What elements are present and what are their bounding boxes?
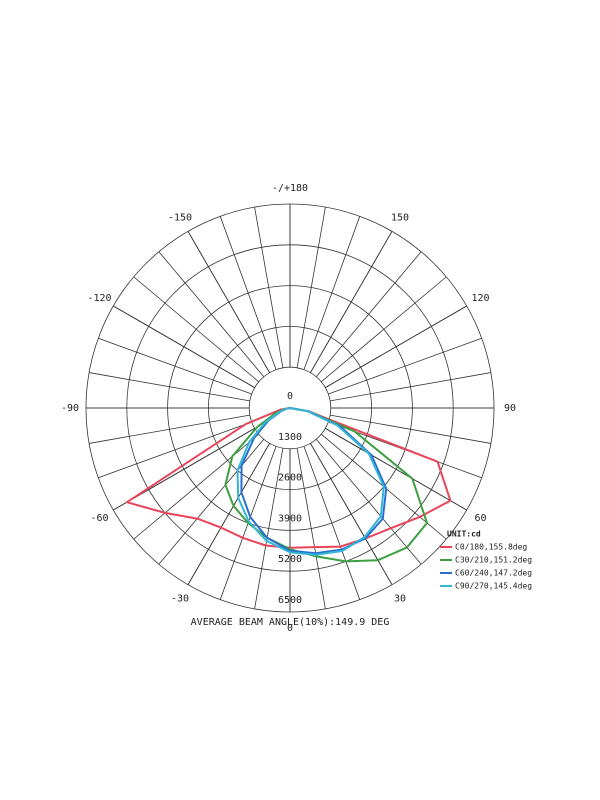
angle-tick-label: -90 bbox=[61, 403, 79, 414]
angle-grid-line bbox=[187, 443, 270, 585]
r-tick-label: 1300 bbox=[278, 432, 302, 443]
angle-grid-line bbox=[113, 305, 255, 388]
angle-tick-label: -/+180 bbox=[272, 183, 308, 194]
angle-grid-line bbox=[310, 443, 393, 585]
angle-grid-line bbox=[325, 428, 467, 511]
angle-tick-label: 60 bbox=[475, 513, 487, 524]
legend-label: C60/240,147.2deg bbox=[455, 569, 532, 578]
angle-tick-label: -120 bbox=[87, 293, 111, 304]
caption: AVERAGE BEAM ANGLE(10%):149.9 DEG bbox=[191, 617, 390, 628]
angle-tick-label: 30 bbox=[394, 594, 406, 605]
legend-label: C90/270,145.4deg bbox=[455, 582, 532, 591]
legend-title: UNIT:cd bbox=[447, 530, 481, 539]
angle-grid-line bbox=[187, 231, 270, 373]
r-tick-label: 0 bbox=[287, 391, 293, 402]
angle-tick-label: 150 bbox=[391, 212, 409, 223]
angle-tick-label: -30 bbox=[171, 594, 189, 605]
series-line bbox=[125, 407, 452, 549]
series-line bbox=[224, 407, 428, 563]
angle-tick-label: 0 bbox=[287, 623, 293, 634]
angle-tick-label: 90 bbox=[504, 403, 516, 414]
angle-grid-line bbox=[325, 305, 467, 388]
series-line bbox=[236, 407, 385, 556]
legend-label: C30/210,151.2deg bbox=[455, 556, 532, 565]
angle-tick-label: -150 bbox=[168, 212, 192, 223]
angle-tick-label: 120 bbox=[471, 293, 489, 304]
angle-grid-line bbox=[310, 231, 393, 373]
angle-tick-label: -60 bbox=[90, 513, 108, 524]
legend-label: C0/180,155.8deg bbox=[455, 543, 527, 552]
